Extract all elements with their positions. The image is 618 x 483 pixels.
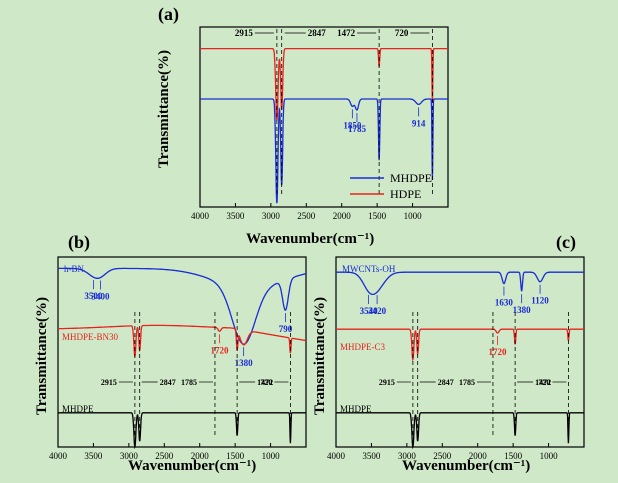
annotation-1785-label: 1785 (459, 378, 475, 387)
x-tick-label-4000: 4000 (191, 211, 210, 221)
series-label-mhdpe-b: MHDPE (62, 404, 94, 414)
x-tick-label-1000: 1000 (540, 451, 559, 461)
panel-a-ylabel: Transmittance(%) (156, 50, 172, 168)
annotation-1472-label: 1472 (535, 378, 551, 387)
annotation-2847-label: 2847 (308, 28, 327, 38)
series-label-mwcnts-oh: MWCNTs-OH (342, 264, 396, 274)
x-tick-label-3000: 3000 (120, 451, 139, 461)
annotation-1630-label: 1630 (495, 298, 514, 308)
x-tick-label-3500: 3500 (362, 451, 381, 461)
x-tick-label-2500: 2500 (433, 451, 452, 461)
annotation-1472-label: 1472 (337, 28, 356, 38)
annotation-1380-label: 1380 (235, 358, 254, 368)
series-mhdpe-bn30-line (58, 324, 307, 359)
panel-a-series (200, 47, 448, 204)
x-tick-label-4000: 4000 (327, 451, 346, 461)
panel-b-series (58, 267, 307, 450)
annotation-1120-label: 1120 (531, 296, 549, 306)
annotation-2915-label: 2915 (235, 28, 254, 38)
series-label-mhdpe-c3: MHDPE-C3 (340, 342, 386, 352)
annotation-2847-label: 2847 (160, 378, 176, 387)
series-mwcnts-oh-line (336, 271, 584, 296)
series-label-mhdpe-bn30: MHDPE-BN30 (62, 332, 119, 342)
x-tick-label-3000: 3000 (262, 211, 281, 221)
panel-b-xlabel: Wavenumber(cm⁻¹) (128, 458, 256, 474)
panel-c-ticks: 4000 3500 3000 2500 2000 1500 1000 (327, 443, 558, 461)
x-tick-label-4000: 4000 (49, 451, 68, 461)
panel-b: (b) Transmittance(%) Wavenumber(cm⁻¹) 40… (34, 232, 307, 474)
series-h-bn-line (58, 267, 307, 345)
annotation-2915-label: 2915 (379, 378, 395, 387)
panel-c-series (336, 271, 584, 450)
annotation-914-label: 914 (412, 118, 426, 128)
annotation-2915-label: 2915 (101, 378, 117, 387)
annotation-1785-label: 1785 (348, 124, 367, 134)
series-mhdpe-line (200, 98, 448, 204)
x-tick-label-2000: 2000 (333, 211, 352, 221)
panel-a: (a) Transmittance(%) Wavenumber(cm⁻¹) 40… (156, 4, 449, 247)
series-mhdpe-line (58, 412, 306, 450)
series-mhdpe-c3-line (336, 328, 584, 362)
annotation-3500-label: 3500 (84, 291, 103, 301)
annotation-3400-label: 3400 (92, 292, 111, 302)
annotation-1720-label: 1720 (211, 345, 230, 355)
annotation-790-label: 790 (279, 324, 293, 334)
panel-a-frame (199, 26, 449, 208)
panel-b-frame (57, 256, 307, 448)
annotation-1720-label: 1720 (489, 347, 508, 357)
panel-b-ylabel: Transmittance(%) (34, 297, 50, 415)
x-tick-label-1000: 1000 (262, 451, 281, 461)
annotation-3420-label: 3420 (368, 306, 387, 316)
panel-c-xlabel: Wavenumber(cm⁻¹) (402, 458, 530, 474)
annotation-1785-label: 1785 (181, 378, 197, 387)
legend-mhdpe-label: MHDPE (390, 171, 432, 185)
panel-b-label: (b) (68, 232, 90, 253)
annotation-720-label: 720 (260, 378, 272, 387)
x-tick-label-1500: 1500 (504, 451, 523, 461)
annotation-720-label: 720 (538, 378, 550, 387)
x-tick-label-1000: 1000 (404, 211, 423, 221)
panel-a-xlabel: Wavenumber(cm⁻¹) (246, 231, 374, 247)
panel-c-frame (335, 256, 585, 448)
x-tick-label-2000: 2000 (469, 451, 488, 461)
annotation-1380-label: 1380 (513, 305, 532, 315)
panel-c-ylabel: Transmittance(%) (312, 297, 328, 415)
annotation-720-label: 720 (395, 28, 409, 38)
annotation-3540-label: 3540 (360, 306, 379, 316)
x-tick-label-2000: 2000 (191, 451, 210, 461)
annotation-1850-label: 1850 (343, 120, 362, 130)
annotation-1472-label: 1472 (257, 378, 273, 387)
x-tick-label-1500: 1500 (226, 451, 245, 461)
x-tick-label-3500: 3500 (84, 451, 103, 461)
x-tick-label-1500: 1500 (368, 211, 387, 221)
series-label-mhdpe-c: MHDPE (340, 404, 372, 414)
series-label-h-bn: h-BN (64, 264, 85, 274)
panel-a-label: (a) (158, 4, 179, 25)
panel-a-ticks: 4000 3500 3000 2500 2000 1500 1000 (191, 203, 422, 221)
series-hdpe-line (200, 47, 448, 121)
panel-a-legend: MHDPE HDPE (350, 171, 432, 201)
panel-b-ticks: 4000 3500 3000 2500 2000 1500 1000 (49, 443, 280, 461)
x-tick-label-3000: 3000 (398, 451, 417, 461)
panel-c: (c) Transmittance(%) Wavenumber(cm⁻¹) 40… (312, 232, 585, 474)
x-tick-label-2500: 2500 (297, 211, 316, 221)
x-tick-label-3500: 3500 (226, 211, 245, 221)
x-tick-label-2500: 2500 (155, 451, 174, 461)
legend-hdpe-label: HDPE (390, 187, 421, 201)
annotation-2847-label: 2847 (438, 378, 454, 387)
series-mhdpe-line (336, 412, 584, 450)
panel-c-label: (c) (556, 232, 576, 253)
